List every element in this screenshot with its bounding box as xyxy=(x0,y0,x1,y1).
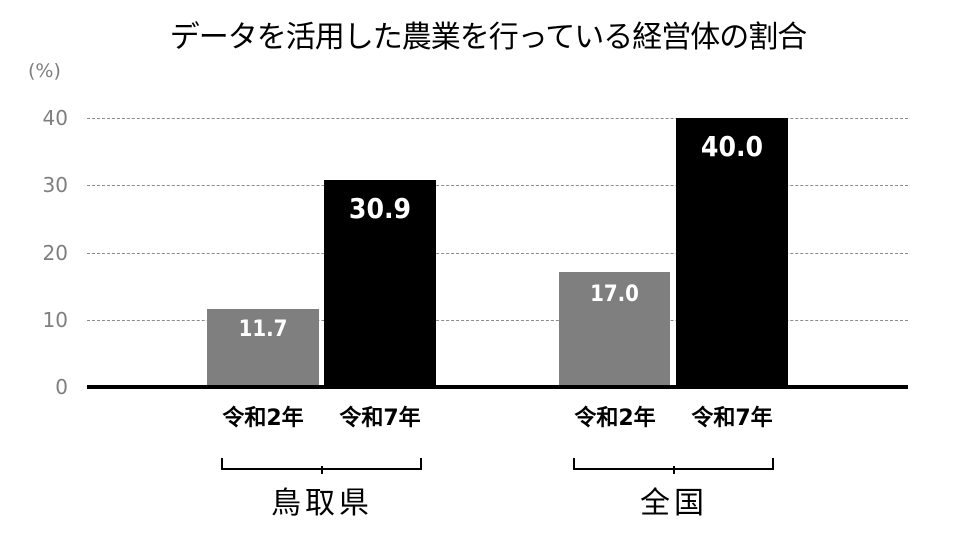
gridline-20 xyxy=(87,253,908,254)
bar-tottori-r2: 11.7 xyxy=(207,309,319,386)
bar-value-label: 17.0 xyxy=(590,282,639,307)
bar-national-r7: 40.0 xyxy=(676,118,788,386)
gridline-40 xyxy=(87,118,908,119)
group-label-tottori: 鳥取県 xyxy=(271,486,373,521)
y-axis-unit: (%) xyxy=(28,60,61,82)
x-axis-line xyxy=(87,385,908,389)
bar-national-r2: 17.0 xyxy=(559,272,670,386)
y-tick-30: 30 xyxy=(42,173,68,197)
x-label-national-r7: 令和7年 xyxy=(691,406,773,431)
gridline-10 xyxy=(87,320,908,321)
y-tick-10: 10 xyxy=(42,308,68,332)
group-brace-national xyxy=(573,458,774,474)
x-label-tottori-r2: 令和2年 xyxy=(222,406,304,431)
bar-value-label: 11.7 xyxy=(238,317,288,342)
group-label-national: 全国 xyxy=(640,486,708,521)
bar-value-label: 40.0 xyxy=(700,130,764,163)
bar-value-label: 30.9 xyxy=(348,192,412,225)
chart-title: データを活用した農業を行っている経営体の割合 xyxy=(169,20,808,55)
y-tick-20: 20 xyxy=(42,241,68,265)
bar-tottori-r7: 30.9 xyxy=(324,180,436,386)
y-tick-40: 40 xyxy=(42,106,68,130)
gridline-30 xyxy=(87,185,908,186)
x-label-tottori-r7: 令和7年 xyxy=(339,406,421,431)
y-tick-0: 0 xyxy=(55,375,68,399)
x-label-national-r2: 令和2年 xyxy=(574,406,656,431)
group-brace-tottori xyxy=(221,458,422,474)
